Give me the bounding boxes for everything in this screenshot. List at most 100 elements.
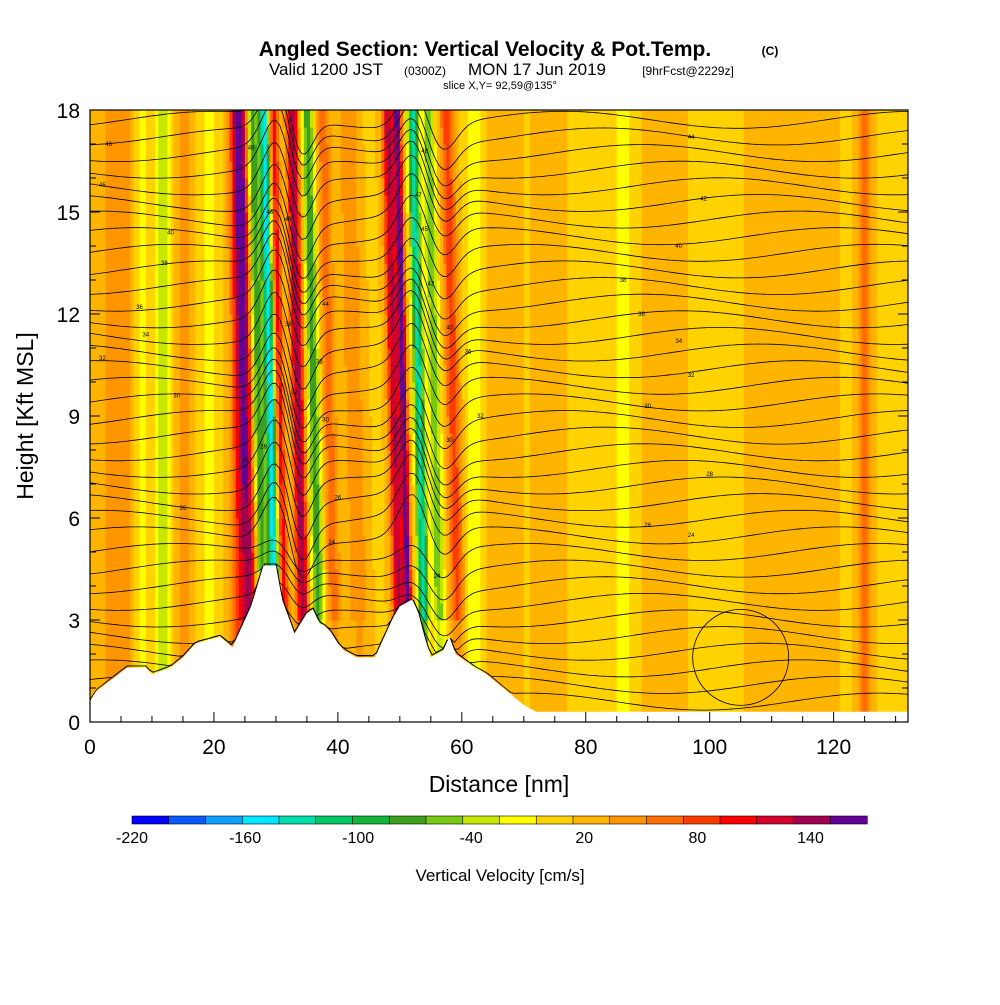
velocity-cell — [505, 314, 509, 332]
velocity-cell — [96, 654, 100, 672]
velocity-cell — [99, 484, 103, 502]
velocity-cell — [148, 399, 153, 417]
velocity-cell — [505, 161, 509, 179]
velocity-cell — [229, 229, 234, 247]
velocity-cell — [303, 365, 308, 383]
velocity-cell — [142, 450, 147, 468]
velocity-cell — [502, 331, 506, 349]
velocity-cell — [195, 144, 200, 162]
velocity-cell — [334, 535, 339, 553]
velocity-cell — [337, 501, 342, 519]
velocity-cell — [492, 110, 497, 128]
velocity-cell — [201, 569, 206, 587]
velocity-cell — [502, 178, 506, 196]
velocity-cell — [291, 212, 296, 230]
velocity-cell — [353, 161, 358, 179]
velocity-cell — [313, 518, 317, 536]
velocity-cell — [213, 110, 218, 128]
velocity-cell — [111, 212, 116, 230]
velocity-cell — [158, 586, 162, 604]
velocity-cell — [201, 467, 206, 485]
velocity-cell — [272, 467, 277, 485]
velocity-cell — [266, 399, 271, 417]
velocity-cell — [142, 467, 147, 485]
velocity-cell — [167, 569, 172, 587]
velocity-cell — [148, 229, 153, 247]
velocity-cell — [133, 654, 138, 672]
velocity-cell — [260, 484, 265, 502]
velocity-cell — [220, 552, 224, 570]
velocity-cell — [471, 433, 475, 451]
velocity-cell — [458, 416, 463, 434]
velocity-cell — [328, 586, 333, 604]
velocity-cell — [210, 161, 215, 179]
velocity-cell — [217, 246, 221, 264]
velocity-cell — [353, 280, 358, 298]
velocity-cell — [471, 280, 475, 298]
velocity-cell — [114, 637, 119, 655]
velocity-cell — [495, 365, 500, 383]
velocity-cell — [179, 416, 184, 434]
chart-title-units: (C) — [762, 44, 779, 58]
velocity-cell — [217, 620, 221, 638]
velocity-cell — [102, 535, 107, 553]
velocity-cell — [384, 535, 389, 553]
velocity-cell — [393, 144, 398, 162]
velocity-cell — [229, 348, 234, 366]
velocity-cell — [263, 110, 268, 128]
velocity-cell — [368, 484, 373, 502]
velocity-cell — [340, 569, 345, 587]
velocity-cell — [210, 229, 215, 247]
velocity-cell — [477, 484, 482, 502]
velocity-cell — [117, 110, 122, 128]
velocity-cell — [136, 229, 141, 247]
velocity-cell — [316, 586, 320, 604]
velocity-cell — [232, 535, 237, 553]
velocity-cell — [350, 620, 354, 638]
velocity-cell — [111, 110, 116, 128]
velocity-cell — [502, 161, 506, 179]
velocity-cell — [136, 399, 141, 417]
velocity-cell — [511, 144, 516, 162]
velocity-cell — [235, 314, 240, 332]
velocity-cell — [93, 484, 97, 502]
velocity-cell — [111, 280, 116, 298]
velocity-cell — [440, 552, 444, 570]
velocity-cell — [378, 518, 382, 536]
velocity-cell — [406, 450, 410, 468]
velocity-cell — [464, 229, 469, 247]
velocity-cell — [409, 127, 413, 145]
velocity-cell — [238, 603, 243, 621]
velocity-cell — [375, 365, 379, 383]
velocity-cell — [517, 450, 522, 468]
velocity-cell — [167, 178, 172, 196]
velocity-cell — [427, 382, 432, 400]
velocity-cell — [309, 280, 314, 298]
velocity-cell — [359, 484, 364, 502]
velocity-cell — [440, 195, 444, 213]
velocity-cell — [145, 433, 150, 451]
velocity-cell — [452, 399, 457, 417]
velocity-cell — [257, 161, 262, 179]
velocity-cell — [285, 365, 289, 383]
velocity-cell — [502, 484, 506, 502]
velocity-cell — [155, 416, 159, 434]
velocity-cell — [102, 110, 107, 128]
velocity-cell — [452, 161, 457, 179]
velocity-cell — [350, 110, 354, 128]
velocity-cell — [381, 382, 385, 400]
velocity-cell — [155, 195, 159, 213]
velocity-cell — [297, 246, 302, 264]
velocity-cell — [229, 467, 234, 485]
velocity-cell — [514, 399, 519, 417]
velocity-cell — [182, 382, 187, 400]
velocity-cell — [192, 603, 196, 621]
velocity-cell — [213, 484, 218, 502]
velocity-cell — [232, 399, 237, 417]
velocity-cell — [313, 484, 317, 502]
velocity-cell — [418, 348, 423, 366]
velocity-cell — [446, 569, 451, 587]
velocity-cell — [511, 467, 516, 485]
velocity-cell — [248, 416, 252, 434]
velocity-cell — [433, 212, 438, 230]
